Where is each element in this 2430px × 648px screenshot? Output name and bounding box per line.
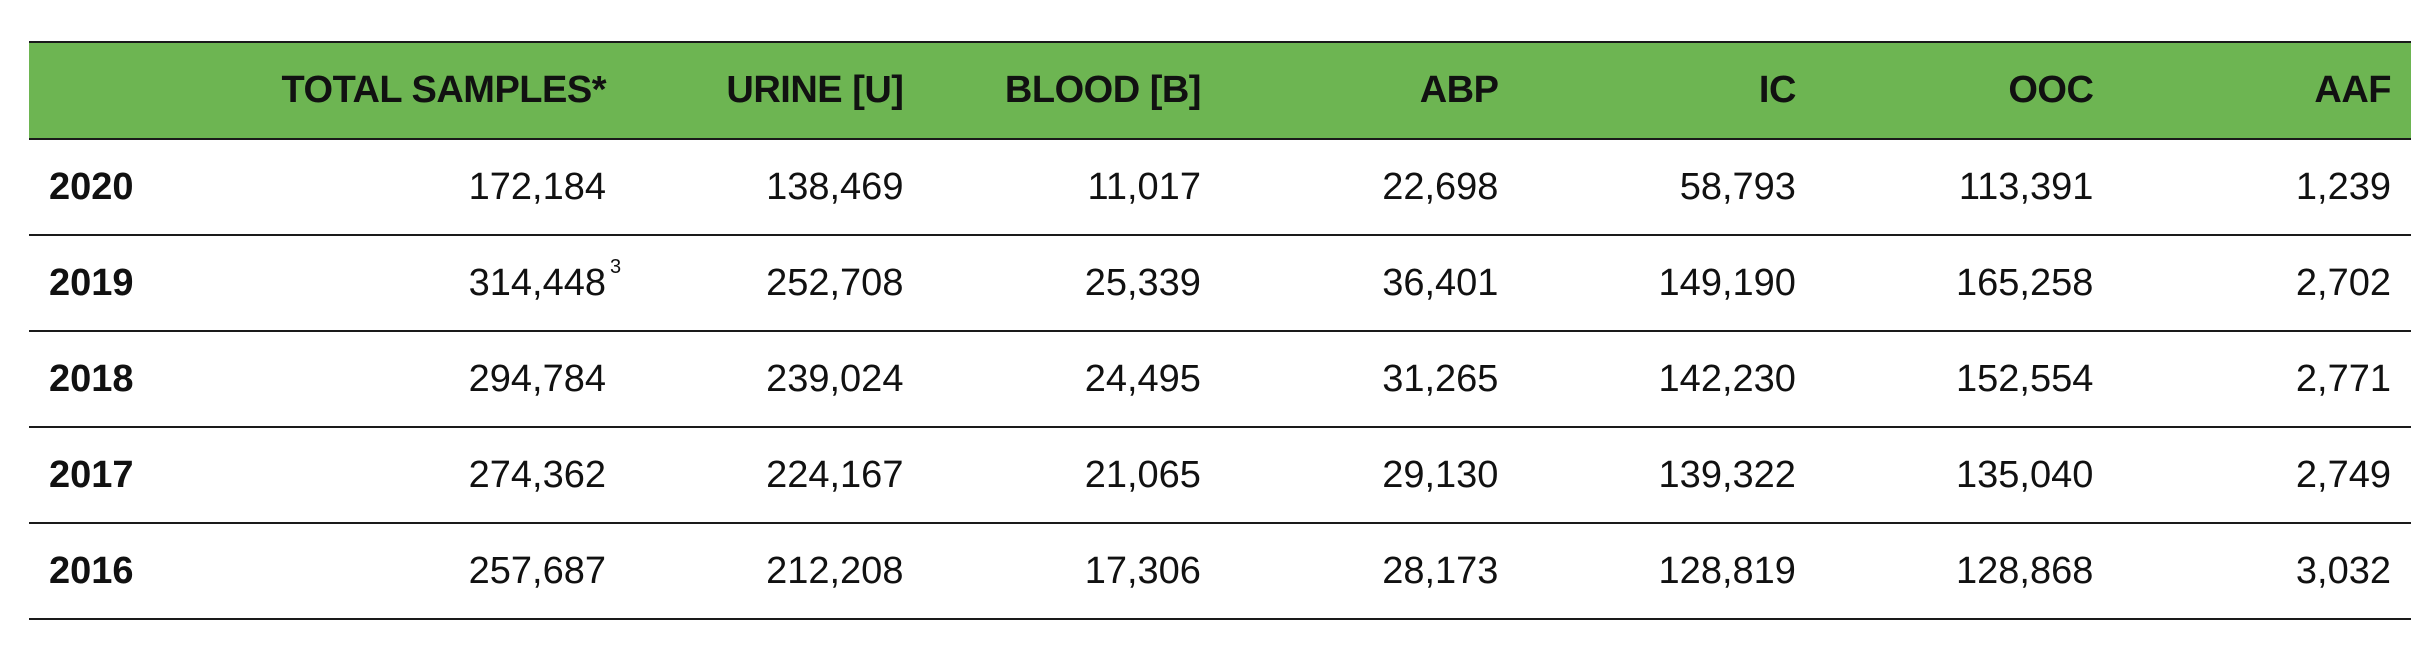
ic-cell: 128,819 xyxy=(1518,523,1816,620)
blood-cell: 21,065 xyxy=(923,427,1221,524)
total-cell: 172,184 xyxy=(205,139,626,236)
ic-cell: 149,190 xyxy=(1518,235,1816,332)
urine-cell: 212,208 xyxy=(625,523,924,620)
blood-cell: 17,306 xyxy=(923,523,1221,620)
total-value: 314,448 xyxy=(468,261,606,304)
year-cell: 2020 xyxy=(29,139,206,236)
header-urine: URINE [U] xyxy=(625,41,924,140)
table-row: 2019 314,448 3 252,708 25,339 36,401 149,… xyxy=(29,235,2411,332)
total-cell: 294,784 xyxy=(205,331,626,428)
aaf-cell: 1,239 xyxy=(2113,139,2411,236)
blood-cell: 11,017 xyxy=(923,139,1221,236)
ic-cell: 139,322 xyxy=(1518,427,1816,524)
ooc-cell: 135,040 xyxy=(1815,427,2114,524)
year-cell: 2017 xyxy=(29,427,206,524)
blood-cell: 25,339 xyxy=(923,235,1221,332)
urine-cell: 138,469 xyxy=(625,139,924,236)
aaf-cell: 2,749 xyxy=(2113,427,2411,524)
ooc-cell: 128,868 xyxy=(1815,523,2114,620)
header-abp: ABP xyxy=(1220,41,1519,140)
aaf-cell: 2,771 xyxy=(2113,331,2411,428)
year-cell: 2016 xyxy=(29,523,206,620)
ic-cell: 142,230 xyxy=(1518,331,1816,428)
header-blood: BLOOD [B] xyxy=(923,41,1221,140)
urine-cell: 224,167 xyxy=(625,427,924,524)
header-ooc: OOC xyxy=(1815,41,2114,140)
urine-cell: 252,708 xyxy=(625,235,924,332)
year-cell: 2019 xyxy=(29,235,206,332)
footnote-marker: 3 xyxy=(609,255,622,278)
ooc-cell: 152,554 xyxy=(1815,331,2114,428)
urine-cell: 239,024 xyxy=(625,331,924,428)
table-row: 2016 257,687 212,208 17,306 28,173 128,8… xyxy=(29,523,2411,620)
abp-cell: 22,698 xyxy=(1220,139,1519,236)
total-cell: 274,362 xyxy=(205,427,626,524)
total-cell: 257,687 xyxy=(205,523,626,620)
abp-cell: 36,401 xyxy=(1220,235,1519,332)
total-cell: 314,448 3 xyxy=(205,235,626,332)
samples-table: TOTAL SAMPLES* URINE [U] BLOOD [B] ABP I… xyxy=(29,41,2411,620)
table-row: 2020 172,184 138,469 11,017 22,698 58,79… xyxy=(29,139,2411,236)
abp-cell: 28,173 xyxy=(1220,523,1519,620)
ic-cell: 58,793 xyxy=(1518,139,1816,236)
abp-cell: 31,265 xyxy=(1220,331,1519,428)
header-row: TOTAL SAMPLES* URINE [U] BLOOD [B] ABP I… xyxy=(29,41,2411,140)
aaf-cell: 2,702 xyxy=(2113,235,2411,332)
header-ic: IC xyxy=(1518,41,1816,140)
year-cell: 2018 xyxy=(29,331,206,428)
header-total-samples: TOTAL SAMPLES* xyxy=(205,41,626,140)
table-row: 2017 274,362 224,167 21,065 29,130 139,3… xyxy=(29,427,2411,524)
table-row: 2018 294,784 239,024 24,495 31,265 142,2… xyxy=(29,331,2411,428)
aaf-cell: 3,032 xyxy=(2113,523,2411,620)
ooc-cell: 165,258 xyxy=(1815,235,2114,332)
abp-cell: 29,130 xyxy=(1220,427,1519,524)
header-year xyxy=(29,41,206,140)
header-aaf: AAF xyxy=(2113,41,2411,140)
blood-cell: 24,495 xyxy=(923,331,1221,428)
ooc-cell: 113,391 xyxy=(1815,139,2114,236)
